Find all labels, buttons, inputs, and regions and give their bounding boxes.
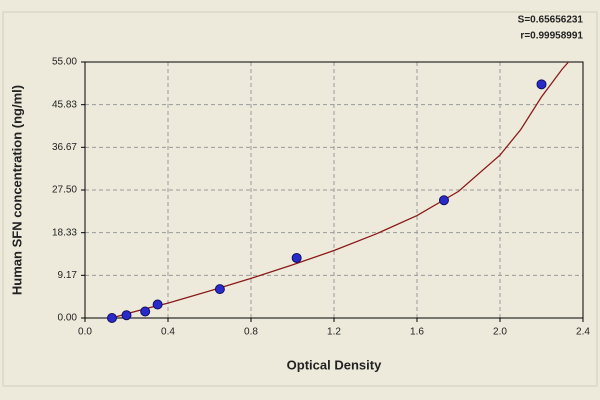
data-point <box>291 252 302 263</box>
data-point <box>214 284 225 295</box>
plot-border <box>84 61 584 319</box>
data-point <box>121 310 132 321</box>
x-tick-label: 0.8 <box>244 327 258 338</box>
y-tick-label: 27.50 <box>52 185 77 196</box>
x-axis-title: Optical Density <box>287 357 382 372</box>
data-point <box>140 306 151 317</box>
y-tick-label: 36.67 <box>52 142 77 153</box>
x-tick-label: 2.4 <box>576 327 590 338</box>
y-tick-label: 18.33 <box>52 227 77 238</box>
y-axis-title: Human SFN concentration (ng/ml) <box>9 85 24 295</box>
y-tick-label: 55.00 <box>52 57 77 68</box>
x-tick-label: 1.6 <box>410 327 424 338</box>
annotation: S=0.65656231 <box>518 15 584 26</box>
y-tick-label: 45.83 <box>52 99 77 110</box>
annotation: r=0.99958991 <box>520 31 583 42</box>
frame <box>2 11 598 387</box>
data-point <box>536 79 547 90</box>
x-tick-label: 0.4 <box>161 327 175 338</box>
data-point <box>438 195 449 206</box>
data-point <box>152 299 163 310</box>
y-tick-label: 9.17 <box>58 270 78 281</box>
x-tick-label: 2.0 <box>493 327 507 338</box>
x-tick-label: 1.2 <box>327 327 341 338</box>
data-point <box>106 313 117 323</box>
x-tick-label: 0.0 <box>78 327 92 338</box>
y-tick-label: 0.00 <box>58 313 78 324</box>
